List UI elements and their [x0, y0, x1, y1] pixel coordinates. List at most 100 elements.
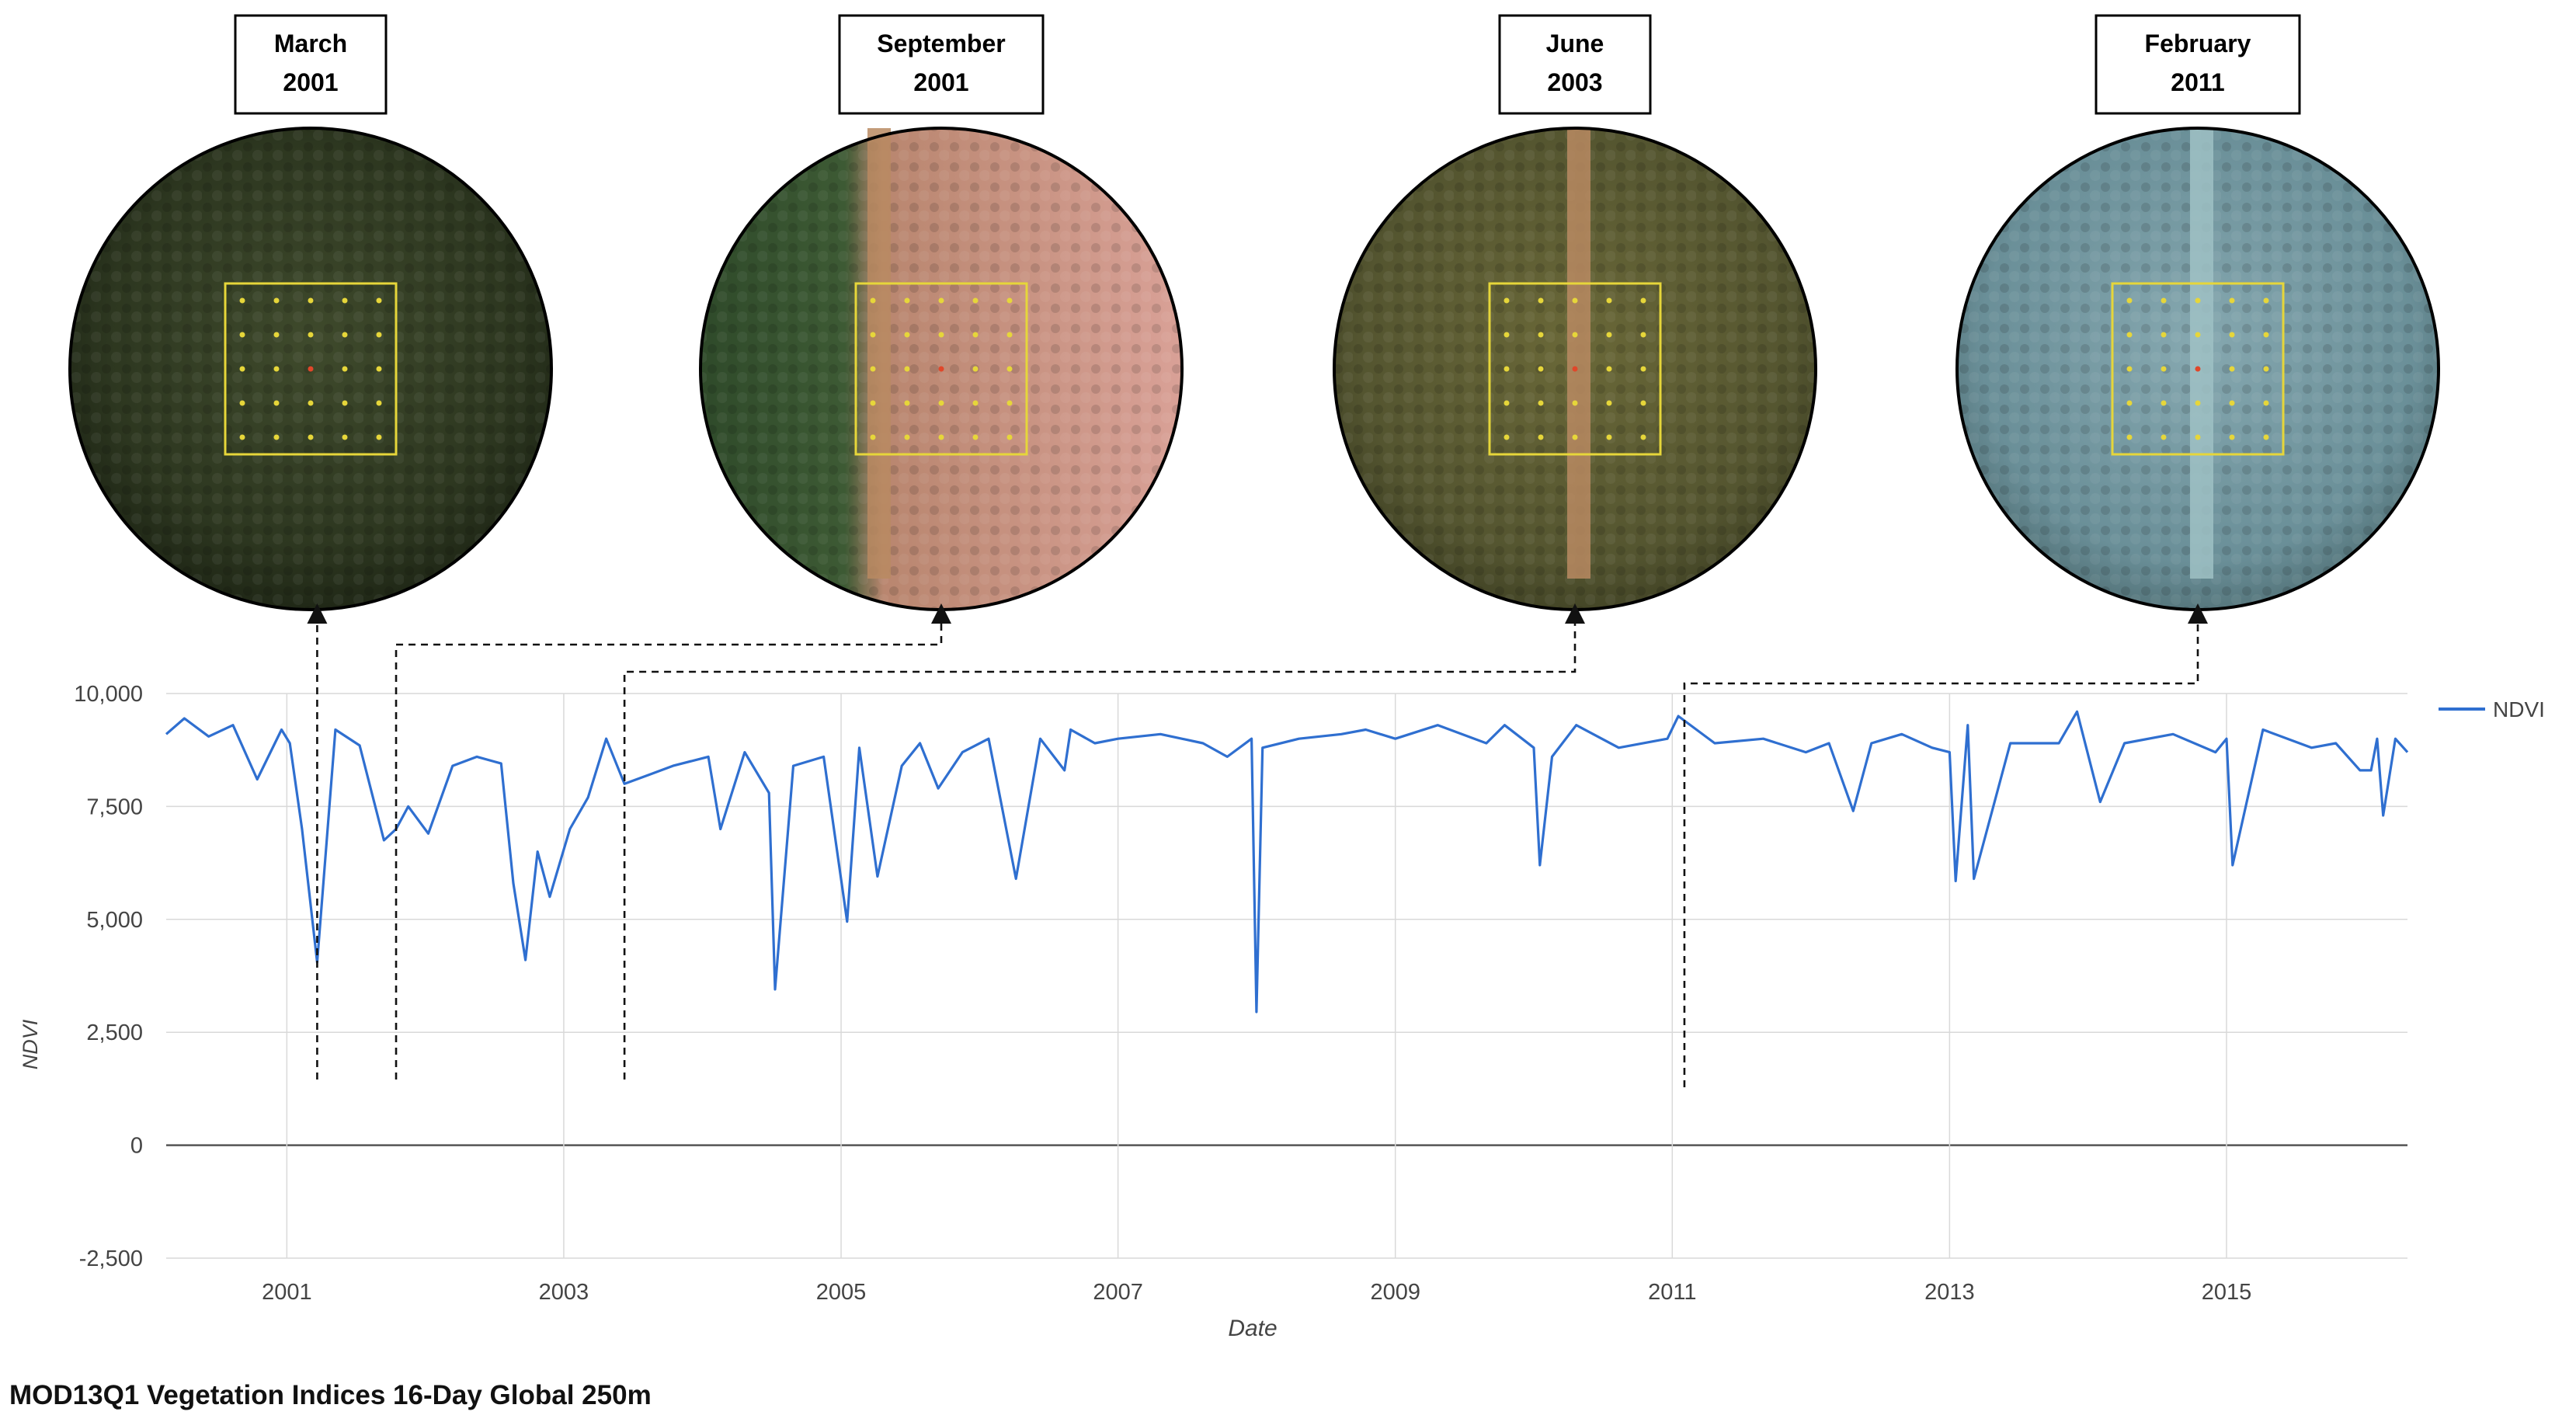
pixel-dot — [1006, 297, 1013, 304]
pixel-dot — [376, 366, 382, 372]
pixel-dot — [870, 366, 876, 372]
figure-title: MOD13Q1 Vegetation Indices 16-Day Global… — [9, 1380, 652, 1410]
pixel-dot — [239, 400, 245, 406]
pixel-dot — [2263, 434, 2269, 440]
snapshot-images — [68, 127, 2440, 611]
pixel-dot — [2126, 332, 2133, 338]
pixel-dot — [1606, 366, 1612, 372]
pixel-dot — [239, 297, 245, 304]
pixel-dot — [308, 434, 314, 440]
pixel-dot — [2161, 332, 2167, 338]
pixel-dot — [308, 297, 314, 304]
pixel-dot — [972, 434, 979, 440]
satellite-snapshot — [68, 127, 553, 611]
pixel-dot — [2263, 332, 2269, 338]
pixel-dot — [1538, 400, 1544, 406]
pixel-dot — [904, 332, 910, 338]
pixel-dot — [938, 434, 944, 440]
x-tick-label: 2007 — [1093, 1280, 1143, 1305]
pixel-dot — [972, 400, 979, 406]
pixel-dot — [2126, 400, 2133, 406]
pixel-dot — [904, 366, 910, 372]
pixel-dot — [1006, 366, 1013, 372]
pixel-dot — [2126, 434, 2133, 440]
pixel-dot — [376, 434, 382, 440]
pixel-dot — [2229, 400, 2235, 406]
pixel-grid-box — [2111, 282, 2285, 456]
pixel-dot — [376, 297, 382, 304]
pixel-dot — [1606, 434, 1612, 440]
pixel-dot — [273, 434, 280, 440]
pixel-dot — [1504, 400, 1510, 406]
center-pixel-dot — [2195, 366, 2201, 372]
satellite-snapshot — [699, 127, 1184, 611]
center-pixel-dot — [1572, 366, 1578, 372]
pixel-dot — [870, 332, 876, 338]
pixel-dot — [376, 332, 382, 338]
pixel-dot — [904, 297, 910, 304]
pixel-dot — [2263, 366, 2269, 372]
pixel-dot — [342, 297, 348, 304]
pixel-grid-box — [1488, 282, 1662, 456]
pixel-dot — [1538, 297, 1544, 304]
pixel-dot — [1504, 297, 1510, 304]
pixel-dot — [938, 400, 944, 406]
pixel-dot — [1572, 434, 1578, 440]
snapshot-label-box — [838, 14, 1045, 115]
pixel-dot — [1606, 297, 1612, 304]
pixel-dot — [1572, 332, 1578, 338]
pixel-dot — [1538, 366, 1544, 372]
pixel-dot — [1640, 366, 1646, 372]
pixel-dot — [870, 297, 876, 304]
pixel-dot — [273, 332, 280, 338]
pixel-dot — [342, 332, 348, 338]
pixel-dot — [938, 297, 944, 304]
pixel-dot — [972, 366, 979, 372]
pixel-dot — [1606, 332, 1612, 338]
pixel-dot — [972, 332, 979, 338]
pixel-dot — [1640, 297, 1646, 304]
pixel-dot — [273, 366, 280, 372]
pixel-grid-box — [224, 282, 398, 456]
pixel-dot — [1640, 332, 1646, 338]
pixel-dot — [308, 400, 314, 406]
pixel-dot — [1538, 434, 1544, 440]
pixel-dot — [239, 332, 245, 338]
x-tick-label: 2015 — [2202, 1280, 2252, 1305]
pixel-dot — [2161, 434, 2167, 440]
y-tick-label: -2,500 — [79, 1246, 143, 1271]
pixel-dot — [2126, 297, 2133, 304]
snapshot-year: 2011 — [2171, 68, 2224, 96]
pixel-dot — [972, 297, 979, 304]
y-tick-label: 0 — [130, 1134, 143, 1159]
snapshot-label-box — [234, 14, 388, 115]
pixel-dot — [1504, 434, 1510, 440]
y-tick-label: 5,000 — [86, 908, 143, 933]
pixel-dot — [342, 400, 348, 406]
x-tick-label: 2009 — [1370, 1280, 1420, 1305]
pixel-dot — [376, 400, 382, 406]
pixel-dot — [1504, 332, 1510, 338]
pixel-dot — [1640, 400, 1646, 406]
road-track — [1567, 128, 1590, 579]
snapshot-year: 2003 — [1547, 68, 1602, 96]
legend-label: NDVI — [2493, 697, 2545, 721]
pixel-dot — [2229, 297, 2235, 304]
y-tick-label: 10,000 — [74, 682, 143, 707]
satellite-snapshot — [1955, 127, 2440, 611]
y-tick-label: 2,500 — [86, 1020, 143, 1045]
pixel-dot — [1504, 366, 1510, 372]
pixel-dot — [2161, 366, 2167, 372]
chart-legend: NDVI — [2439, 697, 2545, 721]
pixel-dot — [2126, 366, 2133, 372]
pixel-dot — [342, 366, 348, 372]
annotation-arrow — [1683, 603, 2208, 1087]
grid-lines — [166, 693, 2407, 1259]
pixel-dot — [2263, 297, 2269, 304]
pixel-dot — [1572, 400, 1578, 406]
road-track — [867, 128, 891, 579]
pixel-dot — [2229, 366, 2235, 372]
pixel-dot — [2195, 332, 2201, 338]
